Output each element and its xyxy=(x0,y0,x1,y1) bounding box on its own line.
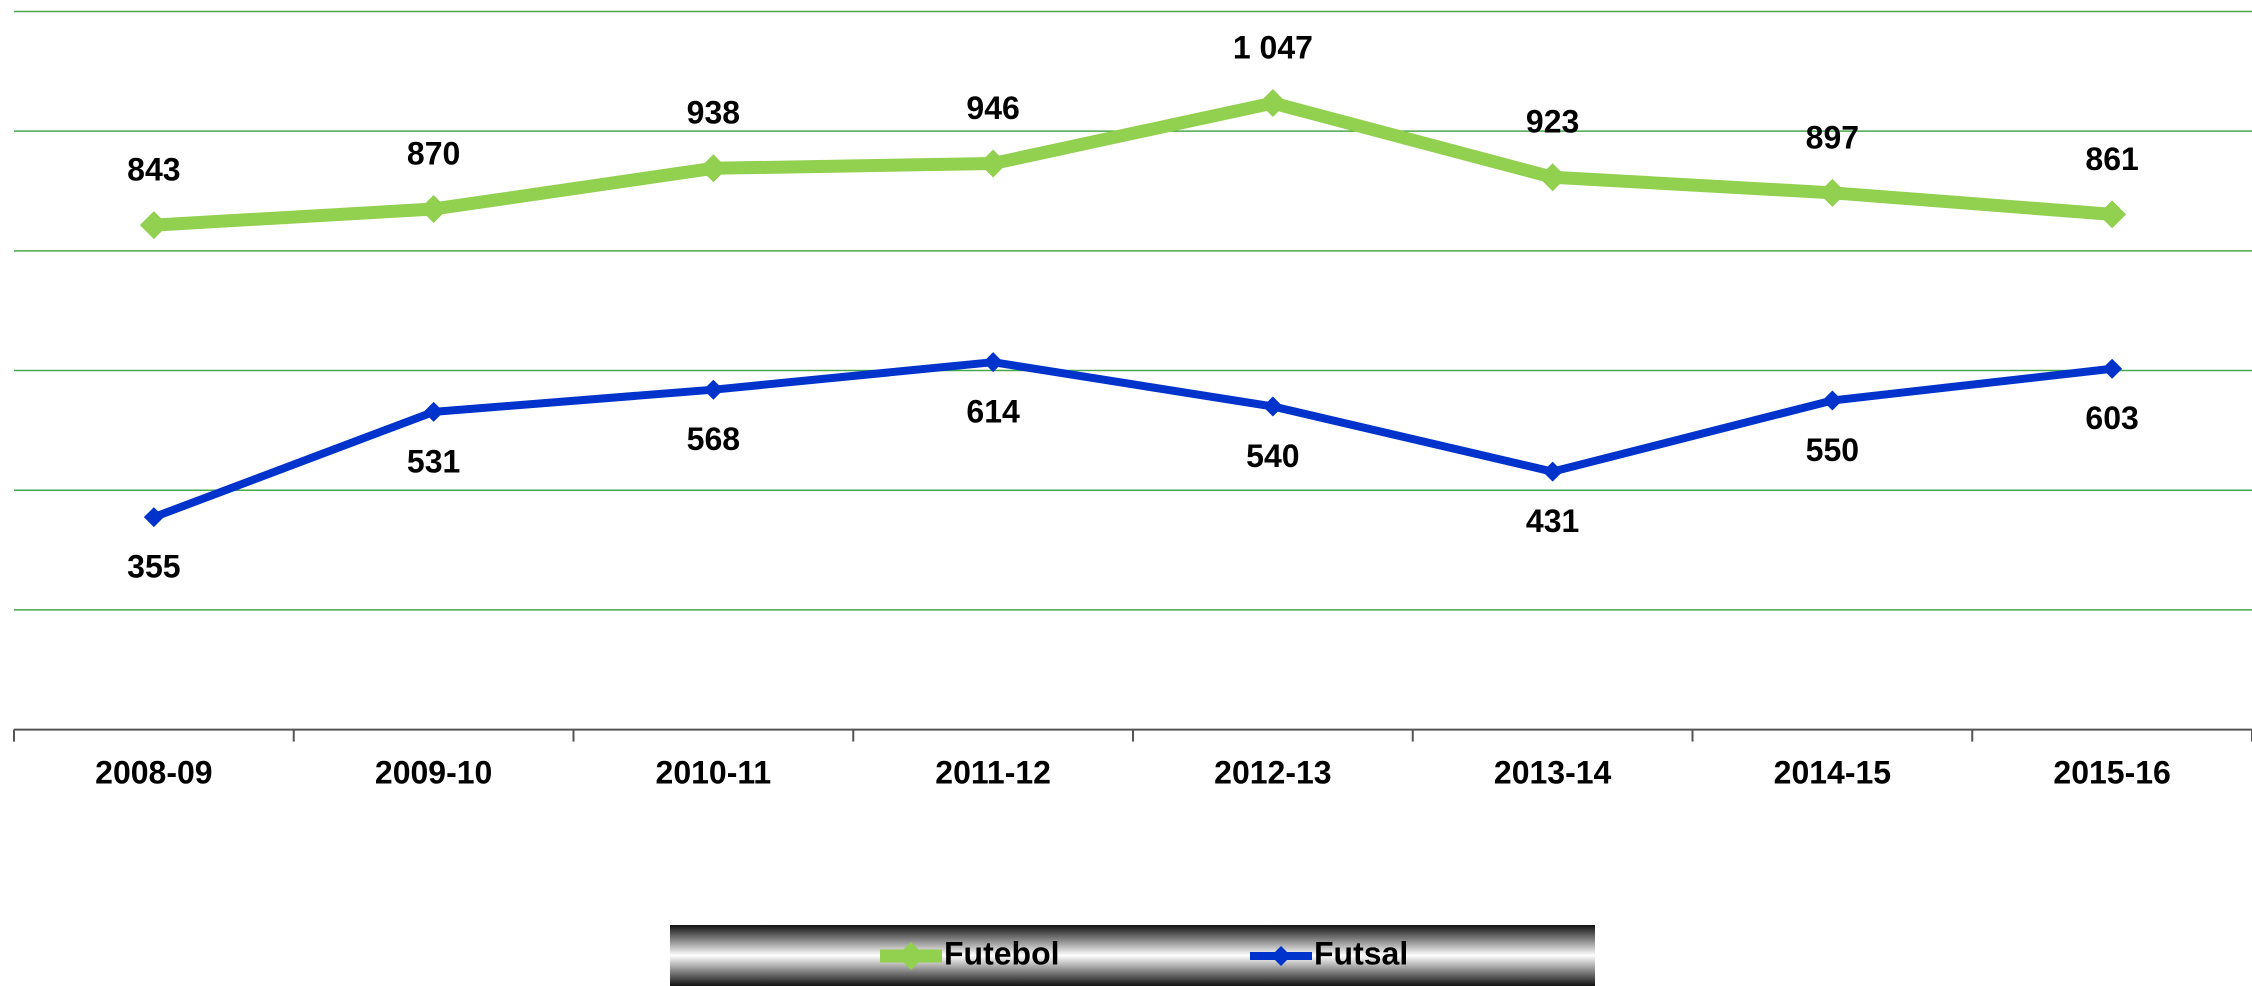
x-tick-label: 2010-11 xyxy=(656,754,772,790)
data-point xyxy=(699,154,728,183)
data-point xyxy=(419,194,448,223)
data-point xyxy=(139,211,168,240)
legend-label: Futsal xyxy=(1314,935,1408,971)
data-point xyxy=(983,352,1004,373)
data-point xyxy=(1542,461,1563,482)
data-label: 1 047 xyxy=(1233,30,1313,66)
data-point xyxy=(1262,396,1283,417)
legend-label: Futebol xyxy=(944,935,1060,971)
data-point xyxy=(1258,89,1287,118)
data-label: 531 xyxy=(407,443,460,479)
legend-marker xyxy=(1271,946,1291,966)
data-point xyxy=(2102,358,2123,379)
series-line xyxy=(152,358,2113,521)
data-point xyxy=(1822,390,1843,411)
data-label: 431 xyxy=(1526,503,1579,539)
data-label: 603 xyxy=(2085,400,2138,436)
x-tick-label: 2008-09 xyxy=(95,754,212,790)
legend-marker xyxy=(897,942,925,970)
data-point xyxy=(703,379,724,400)
data-label: 938 xyxy=(687,95,740,131)
data-point xyxy=(2098,200,2127,229)
legend-box xyxy=(670,925,1595,986)
data-point xyxy=(979,149,1008,178)
x-tick-label: 2013-14 xyxy=(1494,754,1612,790)
series-line xyxy=(153,96,2113,232)
data-point xyxy=(1818,178,1847,207)
data-point xyxy=(1538,163,1567,192)
data-label: 946 xyxy=(966,90,1019,126)
data-point xyxy=(143,507,164,528)
data-label: 550 xyxy=(1806,432,1859,468)
x-tick-label: 2015-16 xyxy=(2053,754,2170,790)
data-label: 843 xyxy=(127,152,180,188)
data-label: 861 xyxy=(2085,141,2138,177)
x-tick-label: 2011-12 xyxy=(935,754,1051,790)
data-label: 355 xyxy=(127,549,180,585)
x-tick-label: 2012-13 xyxy=(1214,754,1331,790)
x-tick-label: 2014-15 xyxy=(1774,754,1891,790)
data-label: 897 xyxy=(1806,119,1859,155)
data-label: 923 xyxy=(1526,104,1579,140)
x-tick-label: 2009-10 xyxy=(375,754,492,790)
data-label: 540 xyxy=(1246,438,1299,474)
data-label: 870 xyxy=(407,135,460,171)
data-label: 614 xyxy=(966,394,1020,430)
data-point xyxy=(423,401,444,422)
data-label: 568 xyxy=(687,421,740,457)
